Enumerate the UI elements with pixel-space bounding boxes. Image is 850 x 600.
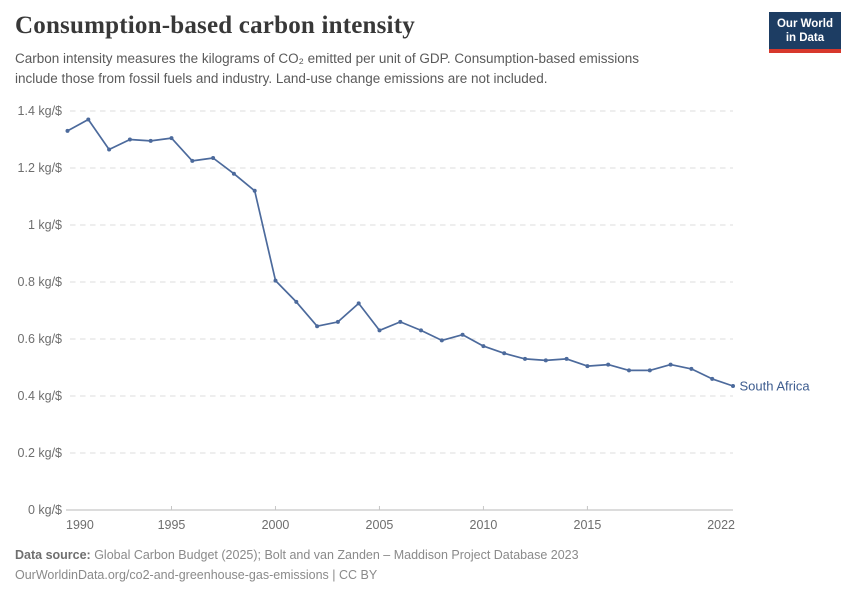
data-source-label: Data source: [15, 548, 91, 562]
separator: | [328, 567, 340, 582]
owid-logo-line-1: Our World [776, 18, 833, 30]
owid-logo-line-2: in Data [785, 32, 825, 44]
y-axis-tick-label: 0.4 kg/$ [18, 389, 63, 403]
license-link[interactable]: CC BY [339, 567, 378, 582]
data-point[interactable] [398, 319, 403, 324]
data-point[interactable] [585, 364, 590, 369]
y-axis-tick-label: 1.4 kg/$ [18, 104, 63, 118]
data-source-text: Global Carbon Budget (2025); Bolt and va… [90, 548, 579, 562]
data-point[interactable] [356, 301, 361, 306]
data-point[interactable] [710, 376, 715, 381]
owid-url-link[interactable]: OurWorldinData.org/co2-and-greenhouse-ga… [15, 567, 329, 582]
page-title: Consumption-based carbon intensity [15, 12, 415, 39]
x-axis-tick-label: 2015 [574, 518, 602, 532]
y-axis-tick-label: 0.2 kg/$ [18, 446, 63, 460]
data-point[interactable] [481, 344, 486, 349]
data-point[interactable] [377, 328, 382, 333]
x-axis-tick-label: 2010 [470, 518, 498, 532]
data-point[interactable] [211, 156, 216, 160]
data-point[interactable] [107, 147, 112, 152]
attribution-line: OurWorldinData.org/co2-and-greenhouse-ga… [15, 566, 579, 586]
y-axis-tick-label: 1 kg/$ [28, 218, 62, 232]
data-point[interactable] [419, 328, 423, 333]
chart-subtitle: Carbon intensity measures the kilograms … [15, 49, 639, 89]
y-axis-tick-label: 0.6 kg/$ [18, 332, 63, 346]
data-point[interactable] [564, 356, 569, 361]
y-axis-tick-label: 0 kg/$ [28, 503, 62, 517]
data-point[interactable] [315, 324, 320, 329]
x-axis-tick-label: 1990 [66, 518, 94, 532]
data-point[interactable] [439, 338, 444, 343]
data-point[interactable] [294, 299, 299, 304]
data-point[interactable] [231, 171, 236, 176]
data-point[interactable] [252, 188, 257, 193]
series-label[interactable]: South Africa [740, 379, 811, 394]
y-axis-tick-label: 1.2 kg/$ [18, 161, 63, 175]
data-point[interactable] [65, 128, 70, 133]
data-point[interactable] [731, 384, 735, 388]
data-point[interactable] [460, 332, 465, 337]
x-axis-tick-label: 2005 [366, 518, 394, 532]
data-point[interactable] [627, 368, 631, 373]
data-point[interactable] [689, 366, 694, 371]
x-axis-tick-label: 2000 [262, 518, 290, 532]
series-line[interactable] [66, 118, 734, 387]
data-point[interactable] [335, 319, 340, 324]
data-source-line: Data source: Global Carbon Budget (2025)… [15, 546, 579, 566]
data-point[interactable] [668, 362, 673, 367]
y-axis-tick-label: 0.8 kg/$ [18, 275, 63, 289]
owid-logo[interactable]: Our World in Data [768, 12, 841, 53]
data-point[interactable] [86, 117, 91, 122]
subtitle-line-2: include those from fossil fuels and indu… [15, 71, 548, 86]
data-point[interactable] [502, 351, 507, 356]
subtitle-line-1: Carbon intensity measures the kilograms … [15, 51, 640, 66]
data-point[interactable] [148, 138, 153, 143]
x-axis-tick-label: 2022 [707, 518, 735, 532]
data-point[interactable] [543, 358, 548, 363]
data-point[interactable] [647, 368, 652, 373]
data-point[interactable] [190, 158, 195, 163]
data-point[interactable] [606, 362, 611, 367]
data-point[interactable] [523, 356, 527, 361]
chart-footer: Data source: Global Carbon Budget (2025)… [15, 546, 579, 585]
data-point[interactable] [169, 136, 174, 141]
data-point[interactable] [127, 137, 132, 142]
data-point[interactable] [273, 278, 278, 283]
x-axis-tick-label: 1995 [158, 518, 186, 532]
